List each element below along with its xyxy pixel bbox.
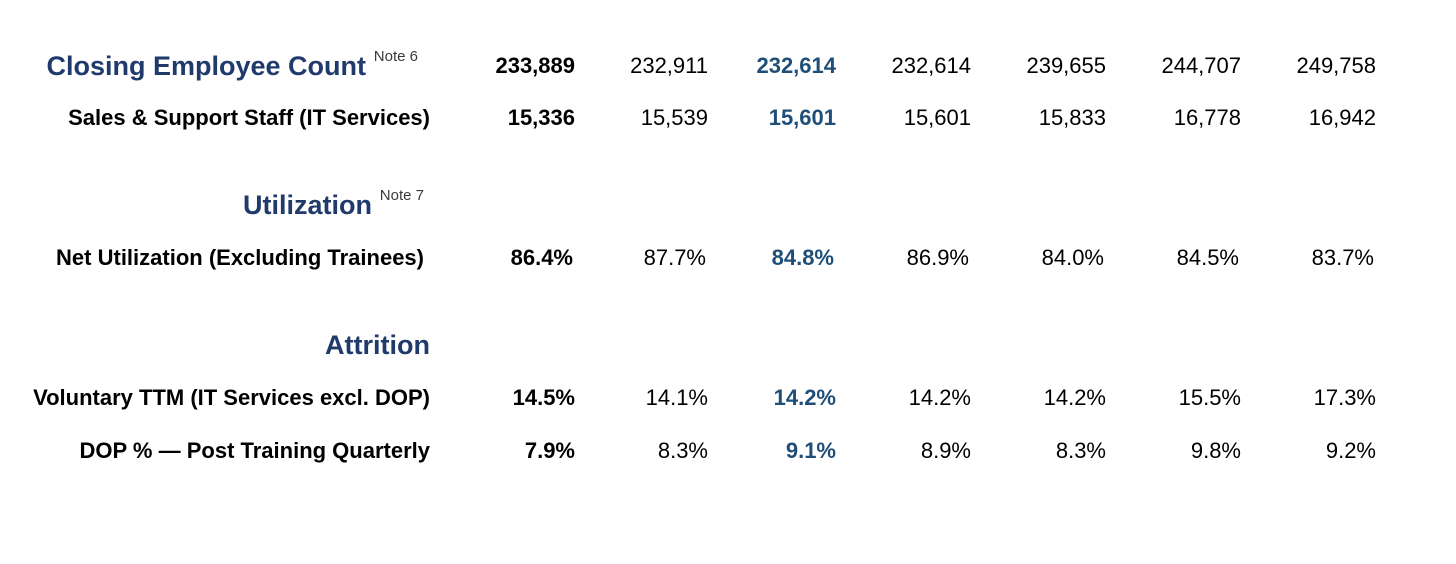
sales-support-value-2: 15,539 (640, 105, 708, 130)
note-6-reference: Note 6 (373, 48, 418, 65)
dop-value-3: 9.1% (785, 438, 836, 463)
net-utilization-value-4: 86.9% (906, 245, 969, 270)
attrition-title: Attrition (325, 329, 430, 360)
dop-value-6: 9.8% (1190, 438, 1241, 463)
voluntary-ttm-value-6: 15.5% (1178, 385, 1241, 410)
voluntary-ttm-label: Voluntary TTM (IT Services excl. DOP) (33, 385, 430, 410)
voluntary-ttm-row: Voluntary TTM (IT Services excl. DOP) 14… (0, 378, 1456, 418)
attrition-heading-row: Attrition (0, 325, 1456, 365)
dop-row: DOP % — Post Training Quarterly 7.9% 8.3… (0, 431, 1456, 471)
voluntary-ttm-value-4: 14.2% (908, 385, 971, 410)
utilization-heading-row: Utilization Note 7 (0, 185, 1456, 225)
utilization-title: Utilization (243, 189, 372, 220)
dop-value-7: 9.2% (1325, 438, 1376, 463)
voluntary-ttm-value-5: 14.2% (1043, 385, 1106, 410)
headcount-value-6: 244,707 (1161, 53, 1241, 78)
dop-value-2: 8.3% (657, 438, 708, 463)
headcount-value-5: 239,655 (1026, 53, 1106, 78)
net-utilization-value-5: 84.0% (1041, 245, 1104, 270)
sales-support-value-6: 16,778 (1173, 105, 1241, 130)
voluntary-ttm-value-7: 17.3% (1313, 385, 1376, 410)
headcount-value-2: 232,911 (630, 53, 708, 78)
net-utilization-value-7: 83.7% (1311, 245, 1374, 270)
dop-value-4: 8.9% (920, 438, 971, 463)
net-utilization-row: Net Utilization (Excluding Trainees) 86.… (0, 238, 1456, 278)
sales-support-value-4: 15,601 (903, 105, 971, 130)
headcount-value-1: 233,889 (495, 53, 575, 78)
dop-label: DOP % — Post Training Quarterly (79, 438, 430, 463)
net-utilization-value-6: 84.5% (1176, 245, 1239, 270)
sales-support-staff-row: Sales & Support Staff (IT Services) 15,3… (0, 98, 1456, 138)
sales-support-staff-label: Sales & Support Staff (IT Services) (68, 105, 430, 130)
net-utilization-value-3: 84.8% (771, 245, 834, 270)
sales-support-value-7: 16,942 (1308, 105, 1376, 130)
closing-employee-count-row: Closing Employee Count Note 6 233,889 23… (0, 46, 1456, 86)
voluntary-ttm-value-2: 14.1% (645, 385, 708, 410)
closing-employee-count-title: Closing Employee Count (46, 50, 366, 81)
headcount-value-7: 249,758 (1296, 53, 1376, 78)
headcount-value-3: 232,614 (756, 53, 836, 78)
sales-support-value-5: 15,833 (1038, 105, 1106, 130)
voluntary-ttm-value-3: 14.2% (773, 385, 836, 410)
dop-value-1: 7.9% (524, 438, 575, 463)
headcount-value-4: 232,614 (891, 53, 971, 78)
note-7-reference: Note 7 (379, 187, 424, 204)
net-utilization-value-2: 87.7% (643, 245, 706, 270)
dop-value-5: 8.3% (1055, 438, 1106, 463)
voluntary-ttm-value-1: 14.5% (512, 385, 575, 410)
sales-support-value-1: 15,336 (507, 105, 575, 130)
sales-support-value-3: 15,601 (768, 105, 836, 130)
net-utilization-value-1: 86.4% (510, 245, 573, 270)
net-utilization-label: Net Utilization (Excluding Trainees) (56, 245, 424, 270)
